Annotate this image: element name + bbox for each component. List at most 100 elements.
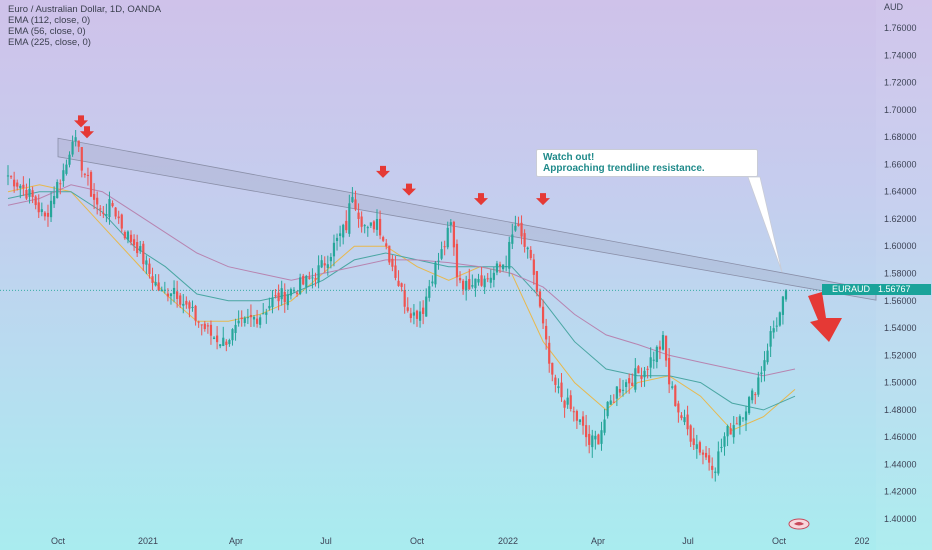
candle — [462, 278, 465, 295]
candle — [714, 467, 717, 482]
candle-body — [778, 312, 781, 326]
candle-body — [603, 419, 606, 433]
annotation-callout[interactable]: Watch out! Approaching trendline resista… — [536, 149, 758, 177]
projection-down-arrow-icon — [808, 292, 842, 342]
candle — [406, 297, 409, 313]
legend-ema-225: EMA (225, close, 0) — [8, 37, 91, 48]
candle-body — [19, 185, 22, 189]
y-tick-label: 1.64000 — [884, 187, 917, 197]
candle-body — [588, 433, 591, 445]
candle-body — [71, 141, 74, 155]
candle — [295, 290, 299, 297]
y-tick-label: 1.66000 — [884, 159, 917, 169]
candle-body — [182, 303, 185, 306]
candle-body — [252, 316, 256, 320]
candle-body — [422, 307, 425, 314]
candle — [529, 246, 532, 261]
candle — [671, 381, 674, 390]
candle-body — [458, 277, 462, 281]
candle-body — [305, 275, 308, 288]
candle-body — [277, 292, 280, 302]
candle-body — [375, 219, 379, 230]
candle — [99, 205, 102, 217]
candle — [43, 211, 47, 221]
candle-body — [37, 202, 40, 213]
candle — [757, 371, 760, 397]
candle — [701, 449, 705, 465]
candle-body — [649, 357, 652, 368]
candle-body — [120, 214, 123, 229]
candle-body — [185, 300, 188, 305]
candle-body — [541, 306, 545, 324]
candle — [206, 322, 209, 334]
candle — [351, 187, 354, 204]
candle-body — [581, 416, 585, 426]
candle-body — [271, 297, 274, 308]
candle — [621, 379, 625, 397]
candle — [114, 207, 117, 220]
candle — [148, 258, 151, 279]
candle — [129, 230, 133, 246]
candle — [658, 340, 662, 360]
candle — [126, 230, 130, 244]
candle — [292, 287, 296, 294]
candle-body — [388, 245, 391, 263]
y-tick-label: 1.48000 — [884, 405, 917, 415]
candle — [578, 419, 582, 425]
candle — [704, 446, 708, 461]
candle-body — [486, 278, 489, 280]
candle — [726, 424, 729, 447]
candle — [572, 406, 575, 422]
candle-body — [231, 329, 234, 341]
candle-body — [465, 280, 468, 291]
candle — [717, 441, 720, 476]
candle-body — [637, 366, 640, 374]
candle — [271, 290, 274, 314]
candle-body — [191, 306, 194, 309]
candle-body — [624, 382, 628, 387]
candle-body — [280, 288, 283, 300]
candle — [403, 283, 406, 314]
candle-body — [680, 415, 683, 419]
candle-body — [431, 281, 434, 284]
candle-body — [661, 335, 665, 350]
candle-body — [492, 272, 495, 280]
candle-body — [489, 277, 492, 283]
candle-body — [265, 312, 268, 315]
candle-body — [80, 147, 83, 171]
candle — [397, 270, 400, 287]
candle-body — [62, 170, 65, 182]
candle-body — [554, 377, 557, 385]
y-tick-label: 1.40000 — [884, 514, 917, 524]
candle-body — [228, 339, 231, 345]
candle-body — [477, 278, 480, 283]
candle — [637, 365, 640, 374]
candle — [225, 339, 228, 352]
candle — [68, 151, 71, 168]
candle — [511, 223, 514, 250]
candle — [532, 253, 535, 285]
candle-body — [366, 227, 369, 229]
candle-body — [658, 346, 662, 350]
x-tick-label: Apr — [591, 536, 605, 546]
candle — [108, 191, 111, 225]
candle — [83, 172, 86, 178]
candle — [631, 373, 634, 387]
candle-body — [311, 277, 314, 279]
tradingview-logo-icon[interactable] — [788, 518, 810, 530]
candle — [357, 203, 360, 228]
y-tick-label: 1.50000 — [884, 378, 917, 388]
candle-body — [160, 289, 163, 292]
candle-body — [262, 313, 265, 315]
last-price-tag: 1.56767 — [875, 284, 931, 295]
candle — [708, 448, 711, 471]
candle-body — [775, 325, 778, 327]
candle — [194, 304, 197, 326]
candle-body — [569, 395, 572, 409]
candle — [723, 432, 726, 456]
candle-body — [440, 249, 443, 259]
candle — [378, 210, 382, 240]
y-tick-label: 1.44000 — [884, 459, 917, 469]
candle-body — [449, 222, 452, 226]
